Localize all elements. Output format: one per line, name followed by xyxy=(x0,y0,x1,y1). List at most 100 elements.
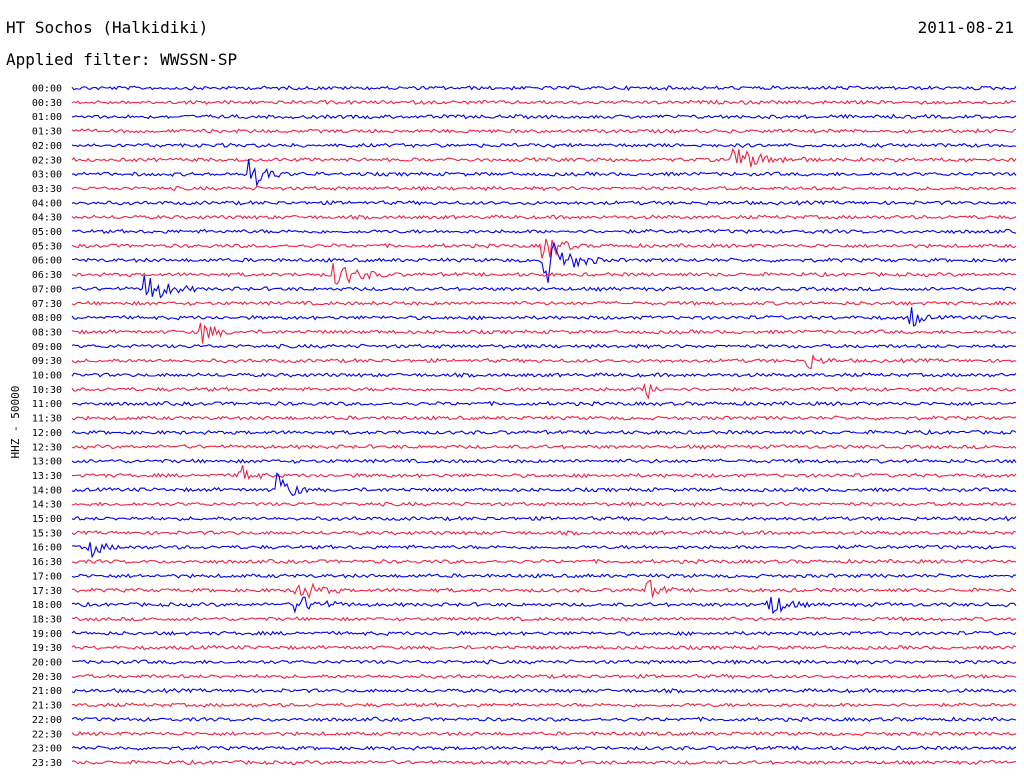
trace-line xyxy=(71,85,1017,92)
trace-line xyxy=(71,759,1017,766)
trace-line xyxy=(71,185,1017,192)
row-time-label: 22:30 xyxy=(32,729,62,740)
trace-line xyxy=(71,429,1017,436)
trace-line xyxy=(71,716,1017,723)
row-time-label: 06:00 xyxy=(32,256,62,267)
row-time-label: 14:00 xyxy=(32,485,62,496)
station-title: HT Sochos (Halkidiki) xyxy=(6,18,209,37)
trace-line xyxy=(71,142,1017,149)
row-time-label: 11:00 xyxy=(32,399,62,410)
row-time-label: 13:30 xyxy=(32,471,62,482)
row-time-label: 02:00 xyxy=(32,141,62,152)
trace-line xyxy=(71,400,1017,407)
trace-line xyxy=(71,300,1017,307)
trace-line xyxy=(71,472,1017,497)
trace-line xyxy=(71,128,1017,134)
row-time-label: 14:30 xyxy=(32,500,62,511)
row-time-label: 12:00 xyxy=(32,428,62,439)
row-time-label: 10:30 xyxy=(32,385,62,396)
row-time-label: 22:00 xyxy=(32,715,62,726)
trace-line xyxy=(71,113,1017,120)
row-time-label: 10:00 xyxy=(32,371,62,382)
row-time-label: 04:00 xyxy=(32,198,62,209)
row-time-label: 17:00 xyxy=(32,571,62,582)
trace-line xyxy=(71,322,1017,344)
trace-line xyxy=(71,382,1017,400)
row-time-label: 06:30 xyxy=(32,270,62,281)
row-time-label: 18:00 xyxy=(32,600,62,611)
row-time-label: 03:30 xyxy=(32,184,62,195)
trace-line xyxy=(71,616,1017,622)
trace-line xyxy=(71,275,1017,299)
row-time-label: 18:30 xyxy=(32,614,62,625)
row-time-label: 05:00 xyxy=(32,227,62,238)
row-time-label: 20:30 xyxy=(32,672,62,683)
trace-line xyxy=(71,228,1017,235)
trace-line xyxy=(71,158,1017,188)
trace-line xyxy=(71,530,1017,536)
row-time-label: 19:00 xyxy=(32,629,62,640)
trace-line xyxy=(71,214,1017,221)
row-time-label: 11:30 xyxy=(32,414,62,425)
row-time-label: 17:30 xyxy=(32,586,62,597)
row-time-label: 20:00 xyxy=(32,658,62,669)
trace-line xyxy=(71,644,1017,651)
row-time-label: 03:00 xyxy=(32,170,62,181)
trace-line xyxy=(71,199,1017,206)
row-time-label: 16:30 xyxy=(32,557,62,568)
trace-line xyxy=(71,241,1017,283)
trace-line xyxy=(71,353,1017,370)
trace-line xyxy=(71,147,1017,168)
row-time-label: 00:00 xyxy=(32,84,62,95)
row-time-label: 07:30 xyxy=(32,299,62,310)
trace-line xyxy=(71,558,1017,565)
trace-line xyxy=(71,343,1017,350)
trace-line xyxy=(71,596,1017,615)
row-time-label: 09:30 xyxy=(32,356,62,367)
row-time-label: 23:00 xyxy=(32,744,62,755)
trace-line xyxy=(71,702,1017,708)
row-time-label: 07:00 xyxy=(32,284,62,295)
row-time-label: 09:00 xyxy=(32,342,62,353)
row-time-label: 16:00 xyxy=(32,543,62,554)
row-time-label: 04:30 xyxy=(32,213,62,224)
row-time-label: 21:00 xyxy=(32,686,62,697)
trace-line xyxy=(71,99,1017,106)
row-time-label: 15:30 xyxy=(32,528,62,539)
trace-line xyxy=(71,659,1017,665)
applied-filter: Applied filter: WWSSN-SP xyxy=(6,50,238,69)
trace-line xyxy=(71,730,1016,737)
row-time-label: 00:30 xyxy=(32,98,62,109)
trace-line xyxy=(71,673,1017,680)
record-date: 2011-08-21 xyxy=(917,18,1014,37)
row-time-label: 13:00 xyxy=(32,457,62,468)
row-time-label: 23:30 xyxy=(32,758,62,769)
trace-line xyxy=(71,465,1017,480)
row-time-label: 02:30 xyxy=(32,155,62,166)
trace-line xyxy=(71,415,1017,421)
trace-line xyxy=(71,515,1017,522)
trace-line xyxy=(72,263,1017,285)
row-time-label: 12:30 xyxy=(32,442,62,453)
row-time-label: 08:30 xyxy=(32,327,62,338)
row-time-label: 15:00 xyxy=(32,514,62,525)
row-time-label: 21:30 xyxy=(32,701,62,712)
row-time-label: 01:30 xyxy=(32,127,62,138)
trace-line xyxy=(71,630,1017,637)
row-time-label: 08:00 xyxy=(32,313,62,324)
trace-line xyxy=(71,687,1017,694)
trace-line xyxy=(71,372,1017,379)
trace-line xyxy=(71,745,1017,751)
trace-line xyxy=(71,444,1017,450)
trace-line xyxy=(71,542,1017,559)
trace-line xyxy=(71,573,1017,579)
row-time-label: 01:00 xyxy=(32,112,62,123)
trace-line xyxy=(71,501,1017,508)
trace-line xyxy=(71,307,1017,327)
row-time-label: 19:30 xyxy=(32,643,62,654)
trace-line xyxy=(71,238,1017,259)
trace-line xyxy=(71,579,1017,600)
trace-line xyxy=(71,458,1017,464)
row-time-label: 05:30 xyxy=(32,241,62,252)
